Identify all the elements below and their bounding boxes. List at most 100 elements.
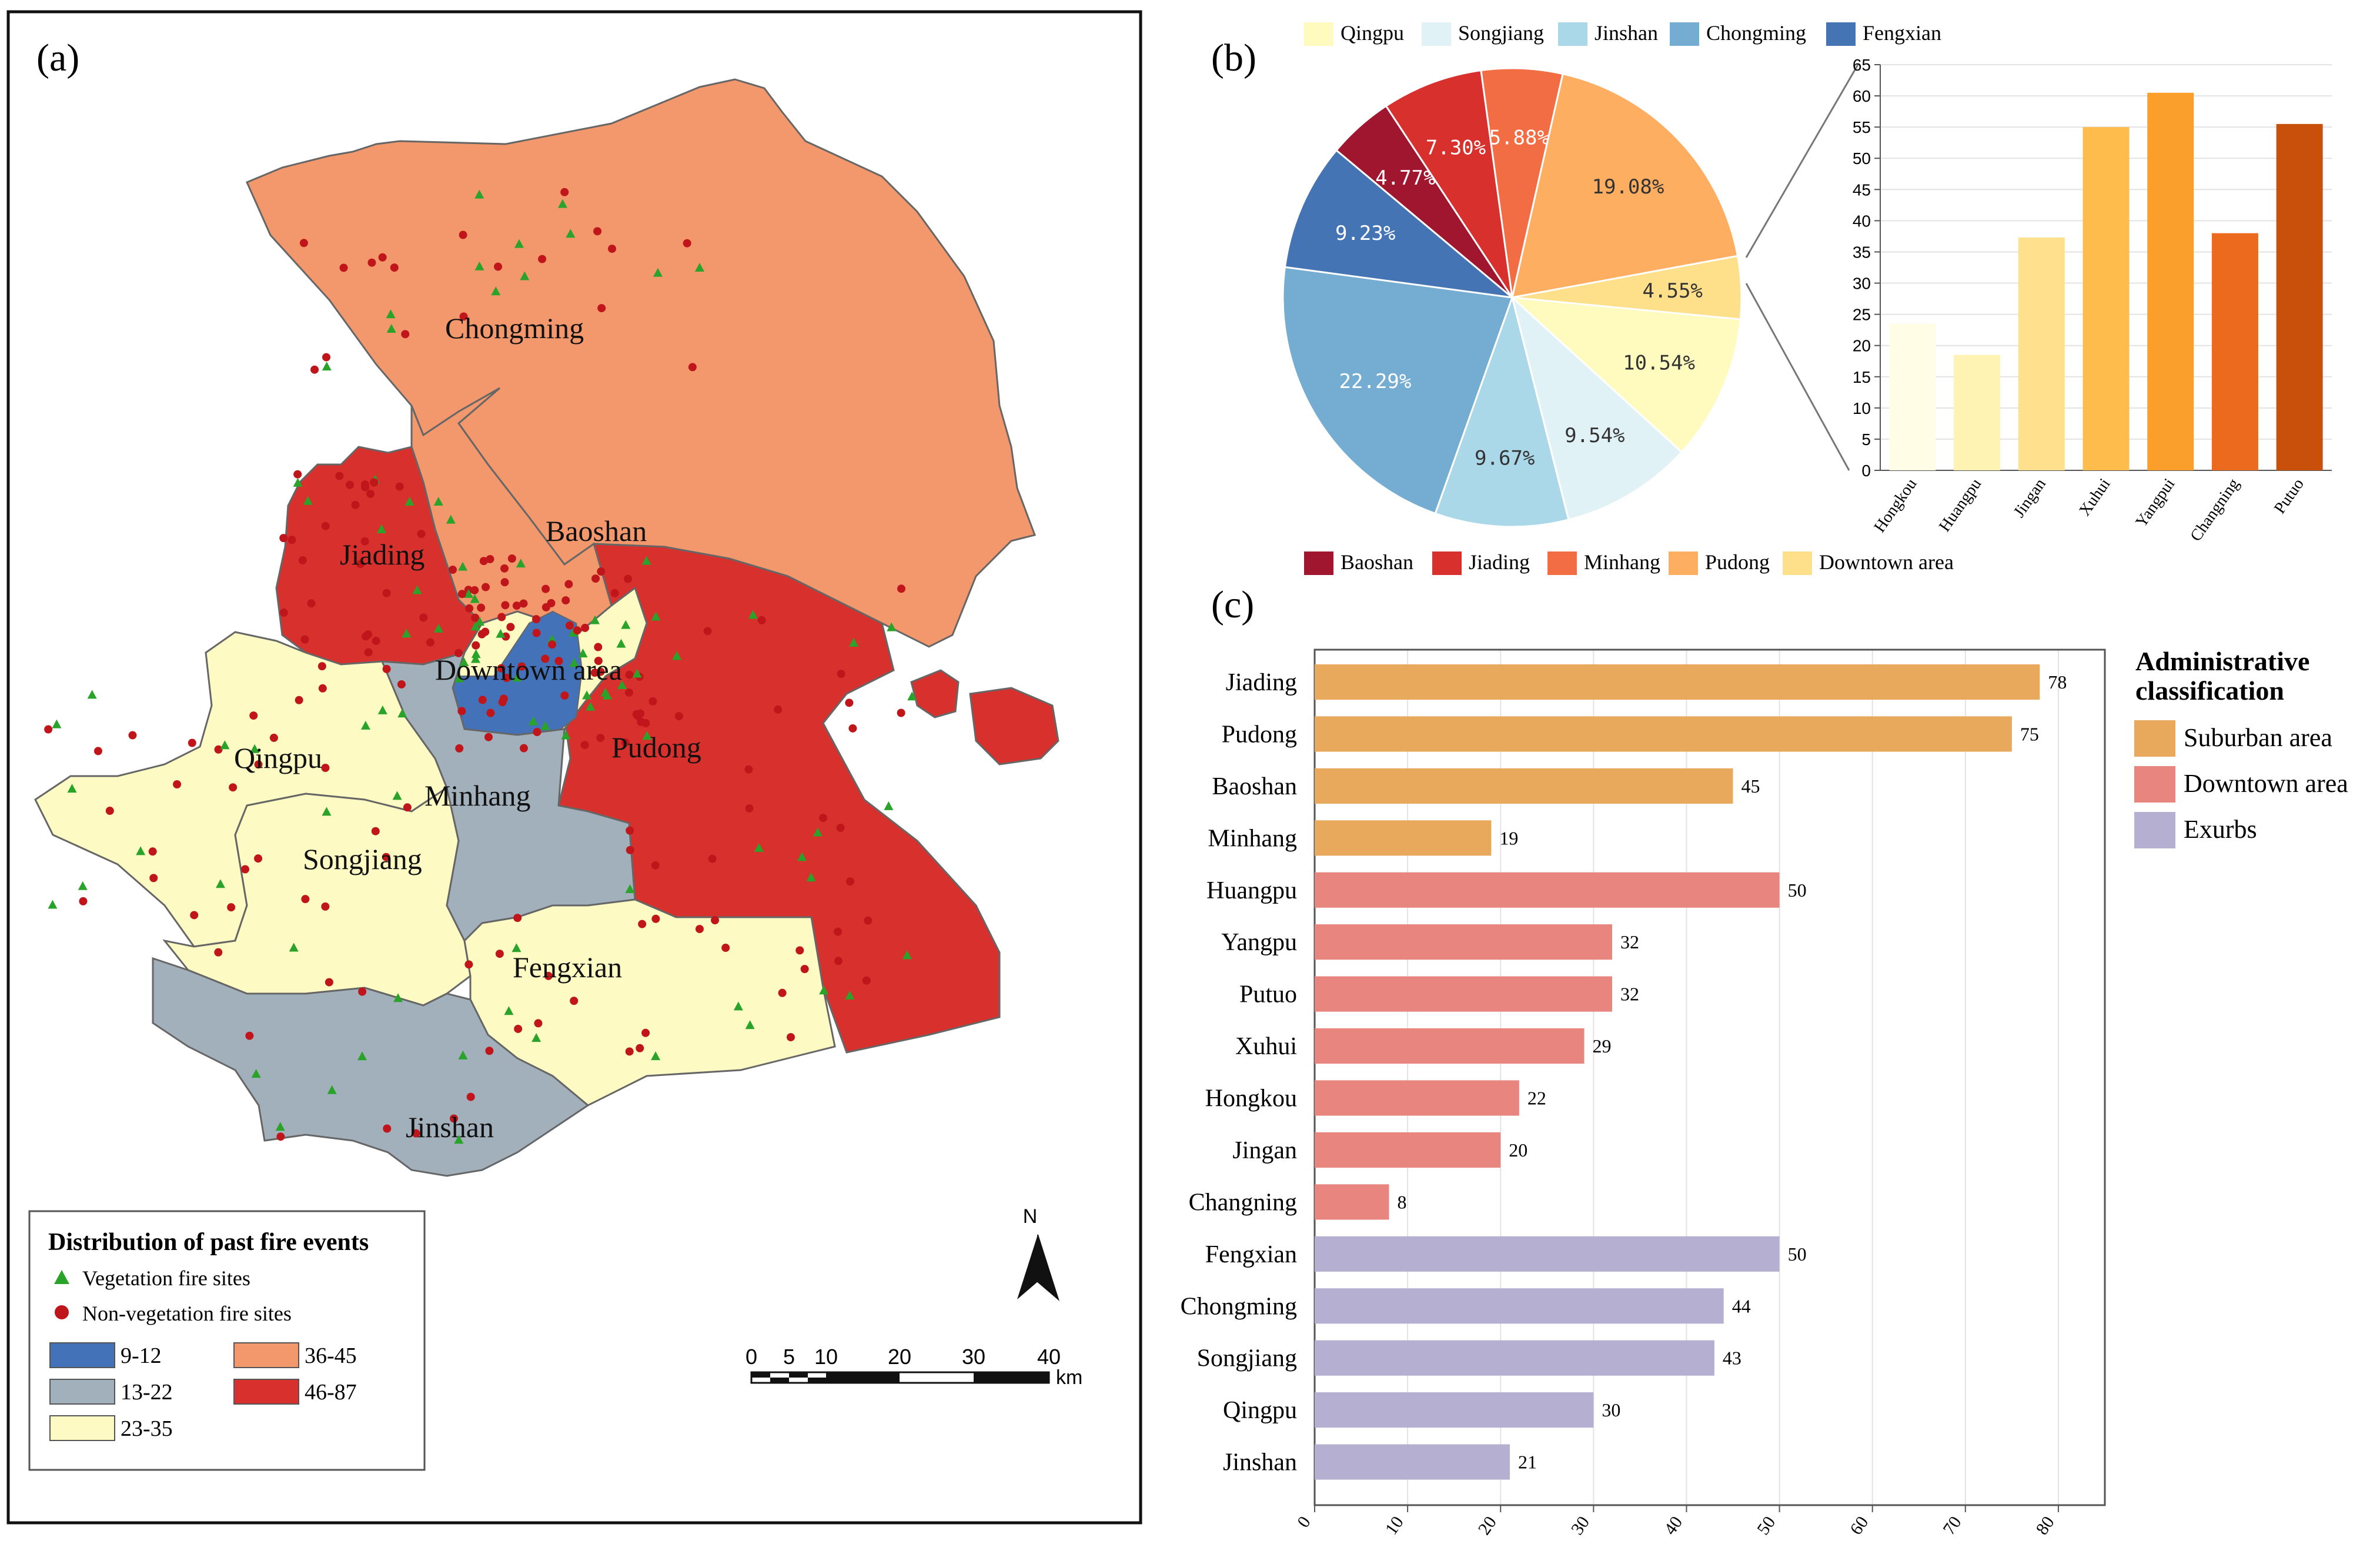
hbar-chongming[interactable] [1315,1288,1724,1324]
bar-huangpu[interactable] [1954,355,2001,470]
non-vegetation-fire-site [533,728,541,737]
hbar-xuhui[interactable] [1315,1028,1585,1064]
non-vegetation-fire-site [188,738,196,747]
y-tick-label: 30 [1853,275,1871,293]
non-vegetation-fire-site [93,747,102,756]
non-vegetation-fire-site [360,480,369,489]
vegetation-fire-site [470,654,480,663]
hbar-putuo[interactable] [1315,976,1612,1012]
vegetation-fire-site [454,1135,464,1144]
hbar-jinshan[interactable] [1315,1444,1510,1480]
district-pudong[interactable] [557,543,1001,1054]
non-vegetation-fire-site [383,1124,392,1133]
hbar-pudong[interactable] [1315,716,2012,752]
non-vegetation-fire-site [624,688,633,697]
scale-tick: 0 [746,1345,757,1369]
bar-xuhui[interactable] [2082,127,2130,471]
non-vegetation-fire-site [457,590,466,599]
non-vegetation-fire-site [79,897,88,905]
hbar-baoshan[interactable] [1315,768,1733,804]
vegetation-fire-site [392,791,402,800]
pie-slice-chongming[interactable] [1282,266,1514,515]
pie-slice-jiading[interactable] [1385,69,1513,298]
pie-slice-qingpu[interactable] [1509,296,1741,453]
vegetation-fire-site [327,1085,337,1094]
non-vegetation-fire-site [382,853,390,861]
panel-label-a: (a) [36,36,79,79]
pie-legend-swatch [1826,22,1856,46]
pie-slice-jinshan[interactable] [1434,294,1570,528]
non-vegetation-fire-site [366,490,375,499]
pie-slice-minhang[interactable] [1480,67,1564,298]
hbar-value-label: 44 [1732,1295,1751,1316]
legend-item-label: Downtown area [2184,769,2348,798]
y-tick-label: 15 [1853,368,1871,386]
non-vegetation-fire-site [310,365,319,374]
downtown-bar-chart: 0 5 10 15 20 25 30 35 40 45 50 55 60 65 Hongkou Huangpu… [1853,56,2332,545]
pie-legend-swatch [1669,551,1698,575]
hbar-fengxian[interactable] [1315,1236,1780,1272]
non-vegetation-fire-site [544,971,553,980]
non-vegetation-fire-site [321,763,330,772]
bar-hongkou[interactable] [1889,323,1936,470]
vegetation-fire-site [641,556,651,565]
vegetation-fire-site [67,784,77,793]
pie-legend-label: Fengxian [1863,21,1941,45]
district-jinshan[interactable] [152,957,590,1177]
plot-frame [1313,649,2106,1506]
vegetation-fire-site [642,731,652,740]
pie-slice-pudong[interactable] [1511,72,1739,299]
non-vegetation-fire-site [554,657,563,666]
class-label-13-22: 13-22 [121,1380,173,1405]
vegetation-fire-site [848,637,858,647]
vegetation-fire-site [397,708,407,718]
non-vegetation-fire-site [500,564,509,573]
hbar-qingpu[interactable] [1315,1392,1594,1428]
non-vegetation-fire-site [293,470,302,479]
connector-line-bottom [1745,283,1850,471]
pie-legend-top: Qingpu Songjiang Jinshan Chongming Fengxian [1304,21,1941,46]
hbar-minhang[interactable] [1315,820,1492,856]
non-vegetation-fire-site [288,536,296,544]
hbar-changning[interactable] [1315,1184,1389,1220]
map-label-jinshan: Jinshan [406,1111,494,1144]
bar-putuo[interactable] [2276,123,2323,470]
x-tick-label: Yangpui [2132,475,2178,531]
non-vegetation-fire-site [401,330,410,339]
non-vegetation-fire-site [534,1019,543,1028]
non-vegetation-fire-site [745,804,754,813]
vegetation-fire-site [582,690,592,700]
non-vegetation-fire-site [403,803,412,812]
hbar-hongkou[interactable] [1315,1080,1519,1116]
pie-value-label: 10.54% [1623,352,1695,375]
non-vegetation-fire-site [502,632,510,641]
hbar-jiading[interactable] [1315,664,2040,700]
y-tick-label: 40 [1853,212,1871,230]
map-legend: Distribution of past fire events Vegetat… [28,1210,426,1471]
non-vegetation-fire-site [580,741,589,750]
island-2 [969,687,1059,766]
y-category-label: Baoshan [1212,773,1297,800]
hbar-yangpu[interactable] [1315,924,1612,960]
panel-c: (c) 0 10 20 30 40 50 60 70 80 78 Jiading 75 Pudong 45… [1181,583,2348,1539]
hbar-huangpu[interactable] [1315,872,1780,908]
non-vegetation-fire-site [495,950,504,958]
pie-slice-fengxian[interactable] [1283,149,1515,299]
hbar-jingan[interactable] [1315,1132,1501,1168]
map-legend-title: Distribution of past fire events [48,1229,369,1256]
vegetation-fire-site [528,716,538,726]
non-vegetation-fire-site [229,783,238,792]
bar-yangpui[interactable] [2147,92,2194,470]
hbar-songjiang[interactable] [1315,1340,1714,1376]
non-vegetation-fire-site [500,578,509,587]
vegetation-fire-site [745,1020,755,1029]
non-vegetation-fire-site [819,814,828,823]
bar-jingan[interactable] [2018,238,2065,470]
bar-changning[interactable] [2211,233,2258,470]
pie-legend-label: Downtown area [1819,550,1954,574]
non-vegetation-fire-site [596,667,605,676]
map-label-qingpu: Qingpu [234,741,322,774]
hbar-value-label: 32 [1620,931,1639,952]
non-vegetation-fire-site [276,1132,285,1141]
vegetation-fire-site [322,807,332,816]
